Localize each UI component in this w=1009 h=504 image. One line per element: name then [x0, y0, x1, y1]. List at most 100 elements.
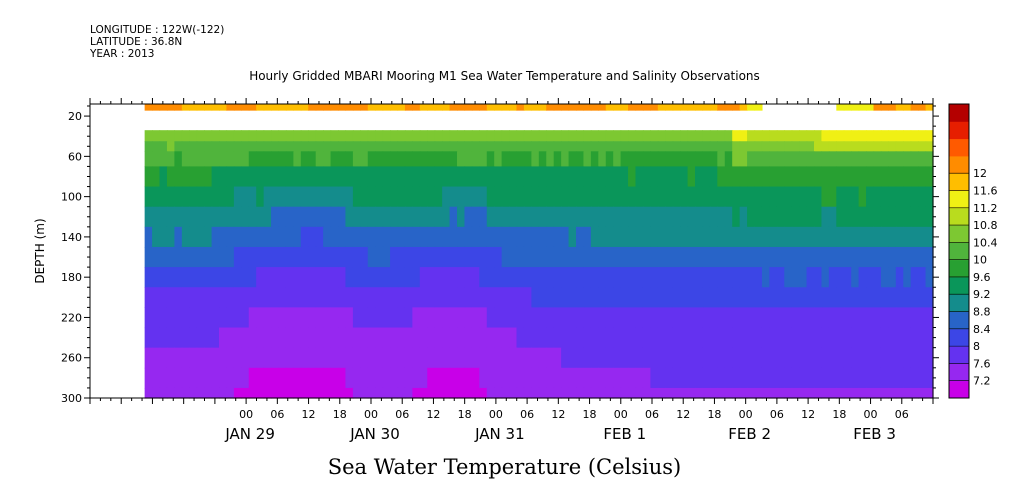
temperature-cell	[412, 387, 421, 399]
temperature-cell	[613, 141, 622, 152]
temperature-cell	[568, 347, 577, 369]
temperature-cell	[360, 367, 369, 389]
temperature-cell	[501, 367, 510, 389]
temperature-cell	[479, 206, 488, 228]
temperature-cell	[427, 151, 436, 168]
temperature-cell	[590, 130, 599, 142]
temperature-cell	[814, 367, 823, 389]
temperature-cell	[204, 186, 213, 208]
temperature-cell	[724, 206, 733, 228]
temperature-cell	[739, 151, 748, 168]
temperature-cell	[159, 166, 168, 188]
temperature-cell	[568, 166, 577, 188]
temperature-cell	[888, 186, 897, 208]
temperature-cell	[285, 347, 294, 369]
temperature-cell	[360, 327, 369, 349]
temperature-cell	[605, 287, 614, 308]
temperature-cell	[791, 327, 800, 349]
temperature-cell	[285, 327, 294, 349]
temperature-cell	[761, 246, 770, 268]
temperature-cell	[903, 287, 912, 308]
temperature-cell	[851, 166, 860, 188]
temperature-cell	[761, 387, 770, 399]
temperature-cell	[181, 141, 190, 152]
temperature-cell	[642, 387, 651, 399]
temperature-cell	[449, 267, 458, 288]
temperature-cell	[241, 226, 250, 248]
temperature-cell	[538, 130, 547, 142]
temperature-cell	[152, 367, 161, 389]
temperature-cell	[769, 347, 778, 369]
temperature-cell	[576, 327, 585, 349]
temperature-cell	[732, 166, 741, 188]
temperature-cell	[717, 246, 726, 268]
temperature-cell	[843, 104, 852, 111]
temperature-cell	[397, 104, 406, 111]
temperature-cell	[695, 166, 704, 188]
temperature-cell	[910, 226, 919, 248]
temperature-cell	[464, 246, 473, 268]
temperature-cell	[196, 130, 205, 142]
temperature-cell	[695, 287, 704, 308]
temperature-cell	[285, 130, 294, 142]
temperature-cell	[739, 226, 748, 248]
temperature-cell	[866, 206, 875, 228]
temperature-cell	[791, 206, 800, 228]
temperature-cell	[531, 246, 540, 268]
temperature-cell	[204, 206, 213, 228]
temperature-cell	[620, 130, 629, 142]
temperature-cell	[509, 130, 518, 142]
temperature-cell	[553, 151, 562, 168]
temperature-cell	[501, 226, 510, 248]
temperature-cell	[858, 206, 867, 228]
temperature-cell	[166, 347, 175, 369]
temperature-cell	[204, 347, 213, 369]
temperature-cell	[256, 104, 265, 111]
temperature-cell	[538, 387, 547, 399]
temperature-cell	[479, 327, 488, 349]
temperature-cell	[895, 387, 904, 399]
temperature-cell	[226, 104, 235, 111]
temperature-cell	[248, 104, 257, 111]
temperature-cell	[471, 246, 480, 268]
temperature-cell	[702, 387, 711, 399]
temperature-cell	[174, 387, 183, 399]
temperature-cell	[776, 151, 785, 168]
temperature-cell	[583, 186, 592, 208]
temperature-cell	[174, 347, 183, 369]
temperature-cell	[189, 307, 198, 329]
y-tick-label: 100	[61, 191, 82, 204]
temperature-cell	[509, 367, 518, 389]
temperature-cell	[531, 151, 540, 168]
temperature-cell	[828, 130, 837, 142]
temperature-cell	[233, 387, 242, 399]
temperature-cell	[657, 307, 666, 329]
temperature-cell	[501, 246, 510, 268]
temperature-cell	[903, 267, 912, 288]
temperature-cell	[799, 141, 808, 152]
temperature-cell	[821, 287, 830, 308]
temperature-cell	[449, 186, 458, 208]
temperature-cell	[665, 206, 674, 228]
temperature-cell	[516, 104, 525, 111]
temperature-cell	[352, 104, 361, 111]
temperature-cell	[620, 347, 629, 369]
temperature-cell	[776, 267, 785, 288]
temperature-cell	[687, 186, 696, 208]
temperature-cell	[880, 387, 889, 399]
temperature-cell	[866, 327, 875, 349]
temperature-cell	[144, 130, 153, 142]
temperature-cell	[903, 166, 912, 188]
temperature-cell	[226, 367, 235, 389]
temperature-cell	[583, 246, 592, 268]
temperature-cell	[910, 151, 919, 168]
temperature-cell	[576, 166, 585, 188]
temperature-cell	[464, 104, 473, 111]
temperature-cell	[776, 130, 785, 142]
temperature-cell	[620, 367, 629, 389]
temperature-cell	[598, 246, 607, 268]
temperature-cell	[308, 226, 317, 248]
temperature-cell	[665, 327, 674, 349]
temperature-cell	[866, 387, 875, 399]
